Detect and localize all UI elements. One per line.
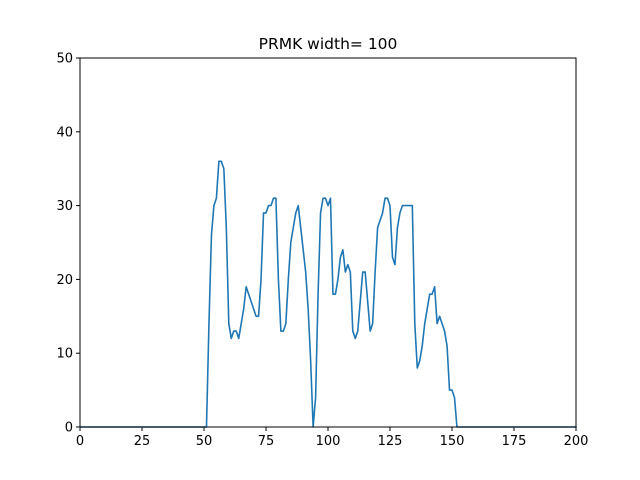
series-layer xyxy=(79,160,577,428)
x-tick-label: 150 xyxy=(440,434,465,449)
x-axis-ticks: 0 25 50 75 100 125 150 175 200 xyxy=(76,427,589,449)
chart-title: PRMK width= 100 xyxy=(259,35,398,53)
y-tick-label: 30 xyxy=(56,199,73,214)
x-tick-label: 125 xyxy=(378,434,403,449)
x-tick-label: 50 xyxy=(196,434,213,449)
y-tick-label: 20 xyxy=(56,273,73,288)
y-tick-label: 0 xyxy=(65,421,73,436)
y-tick-label: 10 xyxy=(56,347,73,362)
x-tick-label: 0 xyxy=(76,434,84,449)
series-line-0 xyxy=(79,160,577,428)
plot-frame xyxy=(79,57,577,428)
x-tick-label: 175 xyxy=(502,434,527,449)
x-tick-label: 100 xyxy=(316,434,341,449)
x-tick-label: 200 xyxy=(564,434,589,449)
y-tick-label: 50 xyxy=(56,52,73,67)
y-tick-label: 40 xyxy=(56,125,73,140)
x-tick-label: 75 xyxy=(258,434,275,449)
x-tick-label: 25 xyxy=(134,434,151,449)
y-axis-ticks: 0 10 20 30 40 50 xyxy=(56,52,80,436)
